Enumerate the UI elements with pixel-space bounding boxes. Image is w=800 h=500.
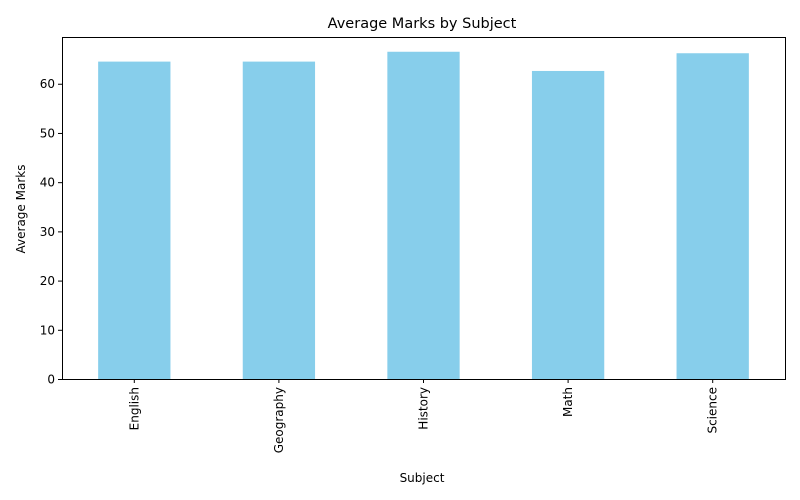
y-axis-title: Average Marks	[14, 165, 28, 254]
y-tick-label: 30	[40, 225, 55, 239]
plot-frame	[62, 37, 786, 380]
y-tick-label: 40	[40, 176, 55, 190]
x-tick-label-math: Math	[561, 387, 575, 417]
bar-math	[531, 70, 605, 380]
x-tick-label-history: History	[417, 387, 431, 430]
y-tick-label: 10	[40, 323, 55, 337]
x-axis: English Geography History Math Science	[127, 379, 720, 453]
bar-history	[387, 51, 460, 380]
chart-title: Average Marks by Subject	[328, 16, 517, 32]
bar-group	[98, 51, 749, 380]
bar-english	[98, 61, 171, 380]
x-tick-label-geography: Geography	[272, 387, 286, 453]
bar-geography	[242, 61, 316, 380]
bar-science	[676, 53, 749, 379]
y-tick-label: 0	[47, 373, 55, 387]
x-tick-label-science: Science	[706, 387, 720, 434]
y-axis: 0 10 20 30 40 50 60	[40, 77, 62, 387]
x-axis-title: Subject	[400, 471, 445, 485]
y-tick-label: 20	[40, 274, 55, 288]
x-tick-label-english: English	[127, 387, 141, 430]
y-tick-label: 60	[40, 77, 55, 91]
y-tick-label: 50	[40, 126, 55, 140]
